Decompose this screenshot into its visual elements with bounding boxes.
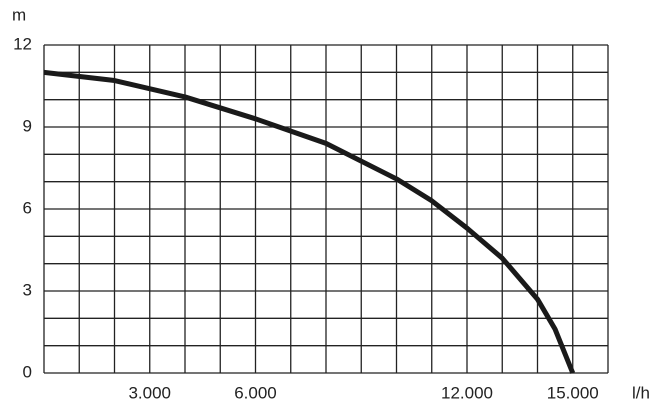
x-tick-label: 12.000: [441, 383, 493, 402]
y-axis-label: m: [12, 5, 26, 24]
x-axis-label: l/h: [632, 383, 650, 402]
y-tick-label: 6: [23, 198, 32, 217]
y-tick-label: 0: [23, 362, 32, 381]
y-tick-label: 12: [13, 34, 32, 53]
x-tick-label: 6.000: [234, 383, 277, 402]
y-tick-label: 9: [23, 116, 32, 135]
x-tick-label: 15.000: [547, 383, 599, 402]
curve: [43, 69, 576, 374]
y-tick-label: 3: [23, 280, 32, 299]
x-tick-label: 3.000: [128, 383, 171, 402]
